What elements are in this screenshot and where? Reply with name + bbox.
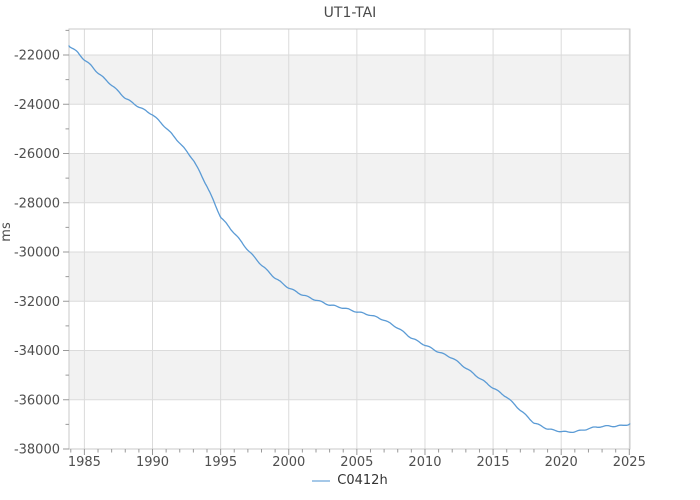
svg-text:-34000: -34000 bbox=[14, 344, 60, 359]
svg-text:1985: 1985 bbox=[68, 455, 101, 470]
svg-text:-24000: -24000 bbox=[14, 98, 60, 113]
svg-text:2000: 2000 bbox=[272, 455, 305, 470]
svg-text:2005: 2005 bbox=[340, 455, 373, 470]
svg-text:-28000: -28000 bbox=[14, 196, 60, 211]
svg-text:2020: 2020 bbox=[545, 455, 578, 470]
svg-text:2010: 2010 bbox=[408, 455, 441, 470]
svg-text:2025: 2025 bbox=[613, 455, 646, 470]
svg-text:-32000: -32000 bbox=[14, 295, 60, 310]
svg-text:-26000: -26000 bbox=[14, 147, 60, 162]
chart-title: UT1-TAI bbox=[323, 5, 377, 21]
svg-text:-22000: -22000 bbox=[14, 49, 60, 64]
legend-label: C0412h bbox=[337, 473, 388, 488]
legend: C0412h bbox=[0, 473, 700, 488]
svg-text:-36000: -36000 bbox=[14, 393, 60, 408]
svg-text:-30000: -30000 bbox=[14, 246, 60, 261]
svg-text:1990: 1990 bbox=[136, 455, 169, 470]
svg-text:2015: 2015 bbox=[477, 455, 510, 470]
svg-text:1995: 1995 bbox=[204, 455, 237, 470]
svg-text:-38000: -38000 bbox=[14, 443, 60, 458]
legend-item[interactable]: C0412h bbox=[312, 473, 388, 488]
legend-line-marker bbox=[312, 479, 331, 482]
